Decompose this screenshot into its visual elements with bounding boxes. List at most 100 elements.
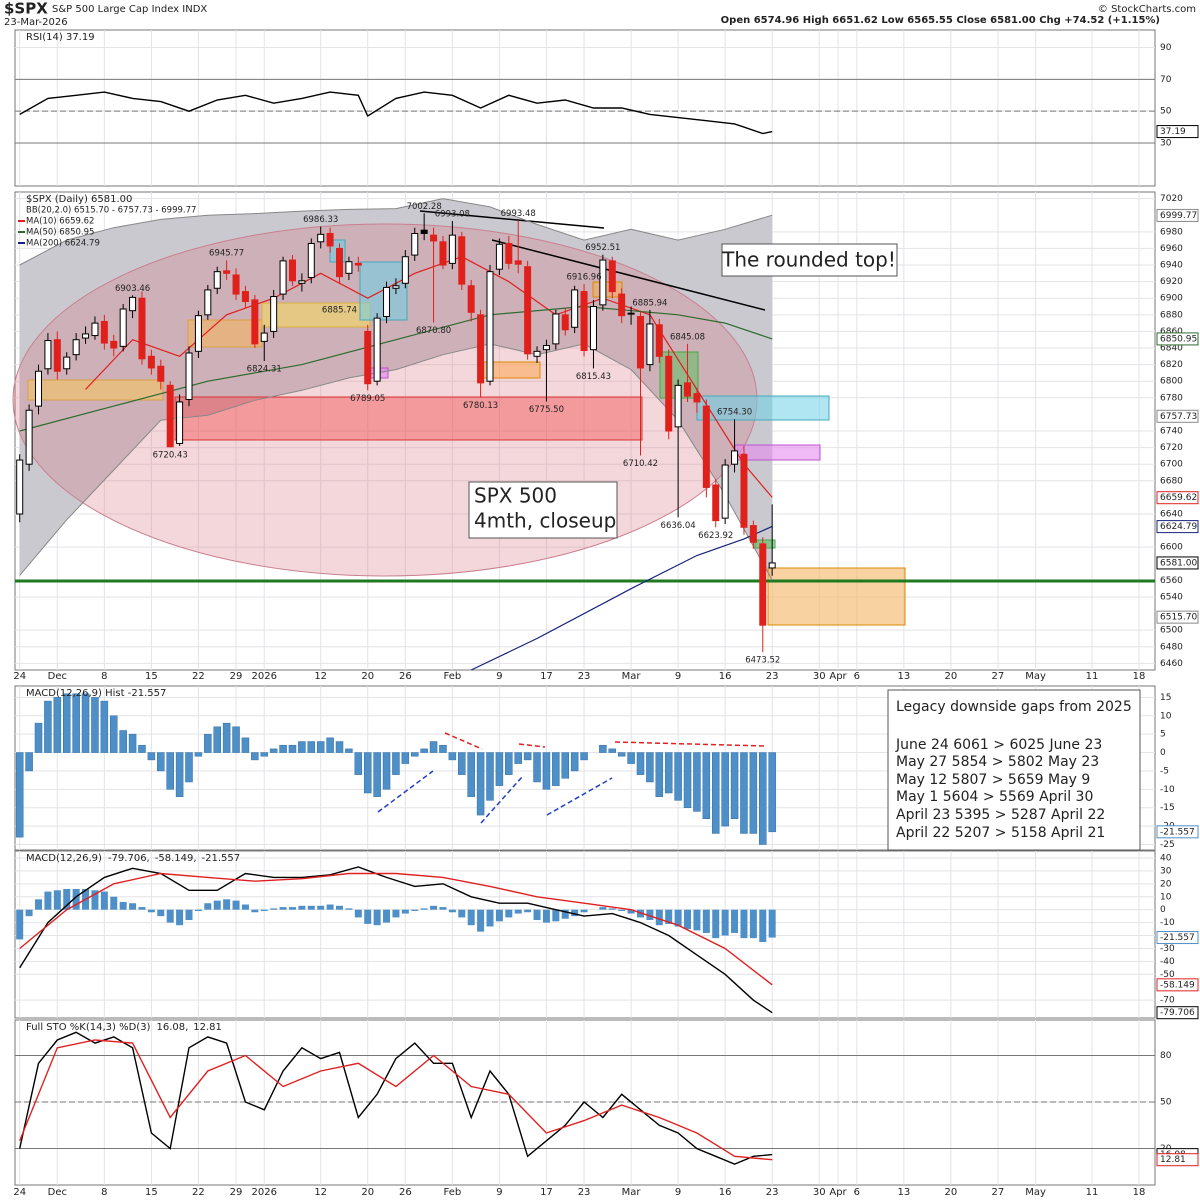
bar — [721, 752, 729, 827]
price-annotation: 6815.43 — [576, 372, 611, 382]
y-tick-label: 30 — [1160, 866, 1172, 876]
candle-body — [345, 261, 353, 274]
candle-body — [157, 365, 165, 382]
bar — [326, 737, 334, 753]
value-box — [1156, 978, 1199, 992]
price-annotation: 6754.30 — [717, 408, 752, 418]
x-tick-label: Dec — [48, 1187, 67, 1198]
x-tick-label: 17 — [540, 671, 553, 682]
bar — [91, 697, 99, 753]
series-line — [19, 866, 773, 1014]
bar — [298, 741, 306, 753]
panel-title: MACD(12,26,9) — [26, 853, 102, 864]
price-annotation: 6916.96 — [566, 273, 601, 283]
x-tick-label: 13 — [897, 671, 910, 682]
bar — [711, 752, 720, 834]
bar — [35, 899, 43, 910]
bar — [383, 909, 391, 923]
price-annotation: 6623.92 — [698, 531, 733, 541]
candle-body — [279, 260, 287, 295]
bar — [91, 890, 99, 910]
bar — [232, 900, 240, 910]
gap-zone — [734, 444, 821, 461]
bar — [251, 909, 259, 913]
bar — [571, 909, 579, 917]
value-box — [1156, 520, 1199, 534]
candle-body — [477, 314, 485, 384]
x-tick-label: 22 — [192, 1187, 205, 1198]
candle-body — [731, 450, 739, 465]
bar — [731, 909, 739, 933]
bar — [194, 909, 202, 911]
bar — [542, 752, 551, 790]
y-tick-label: 6800 — [1160, 377, 1183, 387]
bar — [363, 752, 372, 794]
value-box-label: 37.19 — [1160, 127, 1186, 137]
y-tick-label: 6860 — [1160, 327, 1183, 337]
candle-body — [571, 289, 579, 328]
bar — [110, 715, 118, 753]
gap-zone — [767, 567, 906, 626]
y-tick-label: 6820 — [1160, 360, 1183, 370]
value-box-label: -58.149 — [1160, 980, 1195, 990]
bar — [166, 909, 174, 923]
y-tick-label: 6920 — [1160, 277, 1183, 287]
value-box-label: 6624.79 — [1160, 522, 1197, 532]
candle-body — [486, 271, 494, 382]
x-tick-label: 16 — [719, 671, 732, 682]
bar — [712, 909, 720, 939]
candle-body — [383, 286, 391, 317]
value-box — [1156, 409, 1199, 423]
value-box-label: 6999.77 — [1160, 211, 1197, 221]
bar — [129, 903, 137, 910]
bar — [354, 752, 363, 775]
bar — [316, 741, 325, 753]
value-box — [1156, 1006, 1199, 1020]
bar — [288, 744, 297, 753]
panel-frame — [14, 850, 1156, 1019]
bar — [251, 752, 259, 761]
bar — [241, 737, 250, 753]
candle-body — [44, 340, 52, 370]
value-box-label: -79.706 — [1160, 1008, 1195, 1018]
bar — [542, 909, 550, 923]
price-annotation: 7002.28 — [407, 202, 442, 212]
quote: Open 6574.96 High 6651.62 Low 6565.55 Cl… — [721, 15, 1160, 26]
price-annotation: 6845.08 — [670, 332, 705, 342]
panel-title: RSI(14) 37.19 — [26, 32, 95, 43]
bar — [561, 752, 569, 779]
series-line — [470, 525, 773, 671]
candle-body — [495, 243, 503, 270]
price-annotation: 6720.43 — [153, 451, 188, 461]
bar — [63, 889, 71, 910]
date: 23-Mar-2026 — [4, 17, 68, 28]
y-tick-label: 40 — [1160, 853, 1172, 863]
bar — [486, 909, 494, 927]
x-tick-label: 20 — [361, 671, 374, 682]
y-tick-label: 0 — [1160, 905, 1166, 915]
bar — [345, 908, 353, 910]
x-tick-label: 24 — [13, 671, 26, 682]
y-tick-label: 6500 — [1160, 626, 1183, 636]
x-tick-label: 9 — [675, 1187, 681, 1198]
bar — [335, 741, 344, 753]
panel-title: $SPX (Daily) 6581.00 — [26, 194, 132, 205]
bar — [618, 909, 626, 911]
candle-body — [364, 330, 372, 385]
candle-body — [326, 232, 334, 247]
x-tick-label: 17 — [540, 1187, 553, 1198]
x-tick-label: 23 — [766, 1187, 779, 1198]
candle-body — [288, 259, 296, 282]
candle-body — [298, 280, 306, 284]
divergence-line — [614, 741, 766, 747]
y-tick-label: 5 — [1160, 730, 1166, 740]
bar — [128, 733, 137, 753]
x-tick-label: 9 — [496, 1187, 502, 1198]
bar — [617, 752, 626, 757]
bar — [298, 905, 306, 910]
series-line — [19, 1039, 773, 1161]
bar — [476, 752, 485, 816]
x-tick-label: 16 — [719, 1187, 732, 1198]
candle-body — [665, 355, 673, 432]
